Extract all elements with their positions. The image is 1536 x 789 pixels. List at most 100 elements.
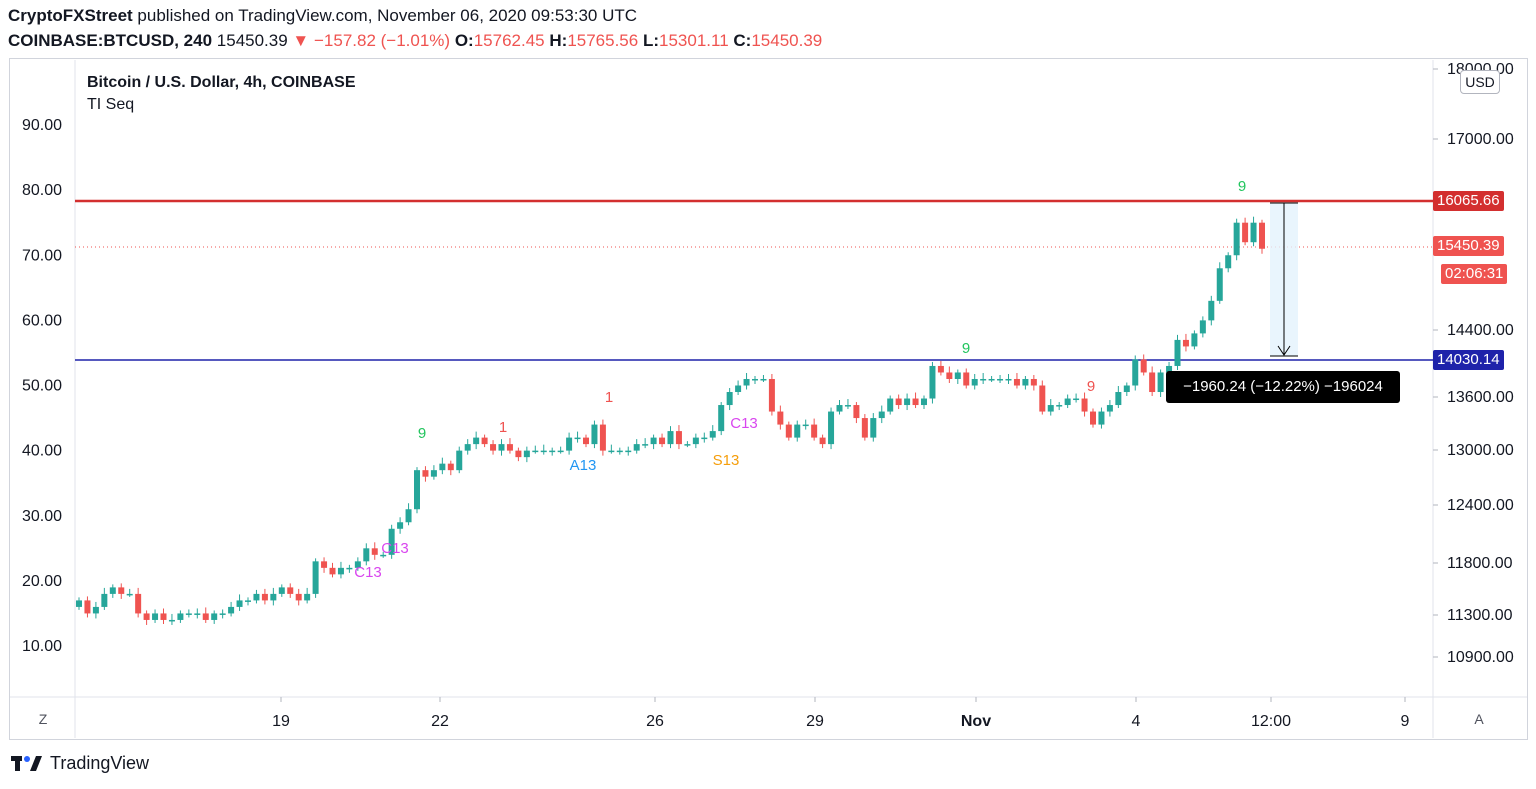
- candle-body: [1081, 398, 1088, 412]
- candle-body: [1157, 372, 1164, 393]
- candle-body: [321, 561, 328, 568]
- candle-body: [760, 378, 767, 381]
- right-axis-tick-label: 11300.00: [1447, 607, 1513, 624]
- right-axis-tick-label: 10900.00: [1447, 649, 1514, 666]
- left-axis-tick-label: 50.00: [22, 378, 62, 395]
- candle-body: [295, 593, 302, 601]
- legend-title[interactable]: Bitcoin / U.S. Dollar, 4h, COINBASE: [87, 74, 356, 91]
- candle-body: [236, 600, 243, 607]
- candle-body: [684, 444, 691, 446]
- candle-body: [481, 437, 488, 445]
- zoom-button[interactable]: Z: [38, 711, 48, 727]
- candle-body: [718, 405, 725, 432]
- close-value: 15450.39: [751, 31, 823, 50]
- candle-body: [1013, 378, 1020, 386]
- td-seq-label: 9: [1087, 378, 1095, 395]
- candle-body: [777, 411, 784, 425]
- candle-body: [1115, 392, 1122, 406]
- change: −157.82 (−1.01%): [313, 31, 451, 50]
- candle-body: [1132, 359, 1139, 386]
- candle-body: [988, 378, 995, 381]
- candle-body: [363, 548, 370, 562]
- candle-body: [1140, 359, 1147, 373]
- candle-body: [861, 418, 868, 438]
- candle-body: [709, 431, 716, 438]
- candle-body: [980, 378, 987, 381]
- candle-body: [253, 593, 260, 601]
- candle-body: [1073, 398, 1080, 401]
- candle-body: [1208, 300, 1215, 321]
- candle-body: [1149, 372, 1156, 393]
- candle-body: [1022, 378, 1029, 386]
- candle-body: [194, 613, 201, 615]
- candle-body: [1123, 385, 1130, 393]
- candle-body: [912, 398, 919, 406]
- td-seq-label: 9: [962, 340, 970, 357]
- left-axis-tick-label: 30.00: [22, 508, 62, 525]
- candle-body: [160, 613, 167, 620]
- close-label: C:: [733, 31, 752, 50]
- low-label: L:: [642, 31, 659, 50]
- candle-body: [752, 378, 758, 381]
- candle-body: [591, 424, 598, 445]
- right-axis-tick-label: 14400.00: [1447, 322, 1514, 339]
- candle-body: [819, 437, 826, 445]
- ohlc-line: COINBASE:BTCUSD, 240 15450.39 ▼ −157.82 …: [8, 31, 822, 51]
- td-seq-label: S13: [713, 452, 740, 469]
- footer-brand[interactable]: TradingView: [10, 751, 149, 775]
- candle-body: [599, 424, 606, 451]
- candle-body: [278, 587, 285, 594]
- candle-body: [844, 405, 851, 407]
- candle-body: [101, 593, 108, 607]
- candle-body: [794, 424, 801, 438]
- candle-body: [456, 450, 463, 471]
- candle-body: [870, 418, 877, 438]
- candle-body: [185, 613, 192, 615]
- currency-button[interactable]: USD: [1460, 70, 1500, 94]
- candle-body: [1233, 222, 1240, 256]
- down-arrow-icon: ▼: [292, 31, 310, 50]
- candle-body: [625, 450, 632, 453]
- candle-body: [1182, 339, 1189, 347]
- publisher-name[interactable]: CryptoFXStreet: [8, 6, 133, 25]
- candle-body: [135, 593, 142, 614]
- auto-scale-button[interactable]: A: [1474, 711, 1484, 727]
- candle-body: [490, 444, 497, 451]
- last-price-tag: 15450.39: [1433, 236, 1504, 256]
- legend-indicator[interactable]: TI Seq: [87, 96, 135, 113]
- td-seq-label: 1: [499, 419, 507, 436]
- td-seq-label: C13: [730, 415, 758, 432]
- candle-body: [1098, 411, 1105, 425]
- measure-arrow-head: [1277, 345, 1291, 356]
- candle-body: [312, 561, 319, 594]
- left-axis-tick-label: 80.00: [22, 182, 62, 199]
- candle-body: [92, 606, 99, 614]
- candle-body: [1039, 385, 1046, 412]
- candle-body: [971, 378, 978, 386]
- price-range-measure: −1960.24 (−12.22%) −196024: [1166, 371, 1400, 403]
- high-label: H:: [549, 31, 568, 50]
- candle-body: [853, 405, 860, 419]
- candle-body: [540, 450, 547, 453]
- candle-body: [616, 450, 623, 453]
- left-axis-tick-label: 10.00: [22, 638, 62, 655]
- left-axis-tick-label: 70.00: [22, 247, 62, 264]
- candle-body: [506, 444, 513, 451]
- candle-body: [388, 528, 395, 555]
- candle-body: [566, 437, 573, 451]
- candle-body: [659, 437, 666, 445]
- candle-body: [532, 450, 539, 453]
- candle-body: [447, 463, 454, 471]
- candle-body: [1242, 222, 1249, 243]
- candle-body: [1047, 405, 1054, 412]
- candle-body: [1090, 411, 1096, 425]
- support-price-tag: 14030.14: [1433, 350, 1504, 370]
- candle-body: [337, 567, 344, 575]
- candle-body: [904, 398, 911, 406]
- candle-body: [735, 385, 742, 393]
- candle-body: [811, 424, 818, 438]
- candle-body: [371, 548, 378, 555]
- publish-info: CryptoFXStreet published on TradingView.…: [8, 6, 637, 26]
- candle-body: [1250, 222, 1257, 243]
